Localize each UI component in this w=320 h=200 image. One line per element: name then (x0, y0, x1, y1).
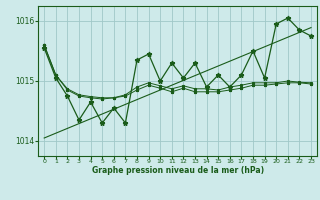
X-axis label: Graphe pression niveau de la mer (hPa): Graphe pression niveau de la mer (hPa) (92, 166, 264, 175)
